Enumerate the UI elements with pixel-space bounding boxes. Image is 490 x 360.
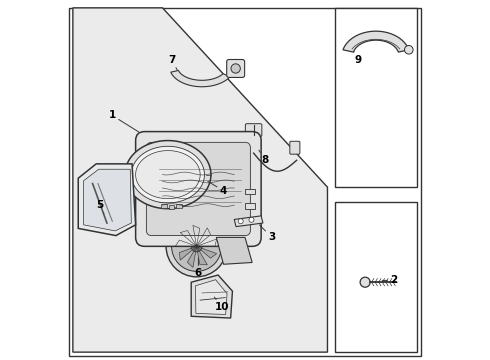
Circle shape	[238, 219, 243, 224]
FancyBboxPatch shape	[136, 132, 261, 246]
Polygon shape	[193, 225, 200, 246]
Polygon shape	[125, 140, 211, 209]
Circle shape	[172, 221, 221, 271]
Polygon shape	[196, 246, 217, 258]
Polygon shape	[191, 275, 232, 318]
FancyBboxPatch shape	[227, 59, 245, 77]
FancyBboxPatch shape	[245, 124, 262, 136]
Polygon shape	[196, 280, 227, 315]
Polygon shape	[78, 164, 136, 235]
Polygon shape	[234, 216, 263, 226]
FancyBboxPatch shape	[147, 142, 250, 235]
Circle shape	[249, 217, 254, 222]
Bar	[245, 189, 255, 194]
Bar	[169, 205, 174, 210]
Circle shape	[191, 241, 202, 252]
FancyBboxPatch shape	[290, 141, 300, 154]
Bar	[335, 8, 417, 187]
Polygon shape	[343, 31, 409, 52]
Text: 8: 8	[259, 150, 269, 165]
Text: 4: 4	[208, 181, 227, 196]
Circle shape	[231, 64, 240, 73]
Polygon shape	[179, 246, 196, 260]
Polygon shape	[131, 146, 204, 203]
Polygon shape	[180, 230, 196, 246]
Polygon shape	[136, 150, 200, 199]
Bar	[245, 203, 255, 209]
Text: 7: 7	[168, 55, 177, 70]
Polygon shape	[175, 240, 196, 246]
Text: 6: 6	[195, 258, 202, 278]
Text: 2: 2	[382, 275, 397, 285]
Polygon shape	[84, 169, 131, 231]
Polygon shape	[196, 228, 211, 246]
Polygon shape	[171, 71, 230, 87]
Circle shape	[360, 277, 370, 287]
Bar	[161, 204, 167, 208]
Text: 5: 5	[96, 200, 104, 213]
Circle shape	[405, 45, 413, 54]
Polygon shape	[73, 8, 327, 352]
Text: 9: 9	[354, 51, 362, 65]
Polygon shape	[216, 237, 252, 264]
Text: 3: 3	[260, 225, 275, 242]
Polygon shape	[196, 246, 207, 265]
Polygon shape	[188, 246, 196, 267]
Text: 10: 10	[214, 297, 229, 312]
Bar	[335, 202, 417, 352]
Text: 1: 1	[109, 111, 139, 132]
Bar	[176, 204, 181, 208]
Circle shape	[166, 216, 227, 277]
Polygon shape	[196, 239, 217, 246]
